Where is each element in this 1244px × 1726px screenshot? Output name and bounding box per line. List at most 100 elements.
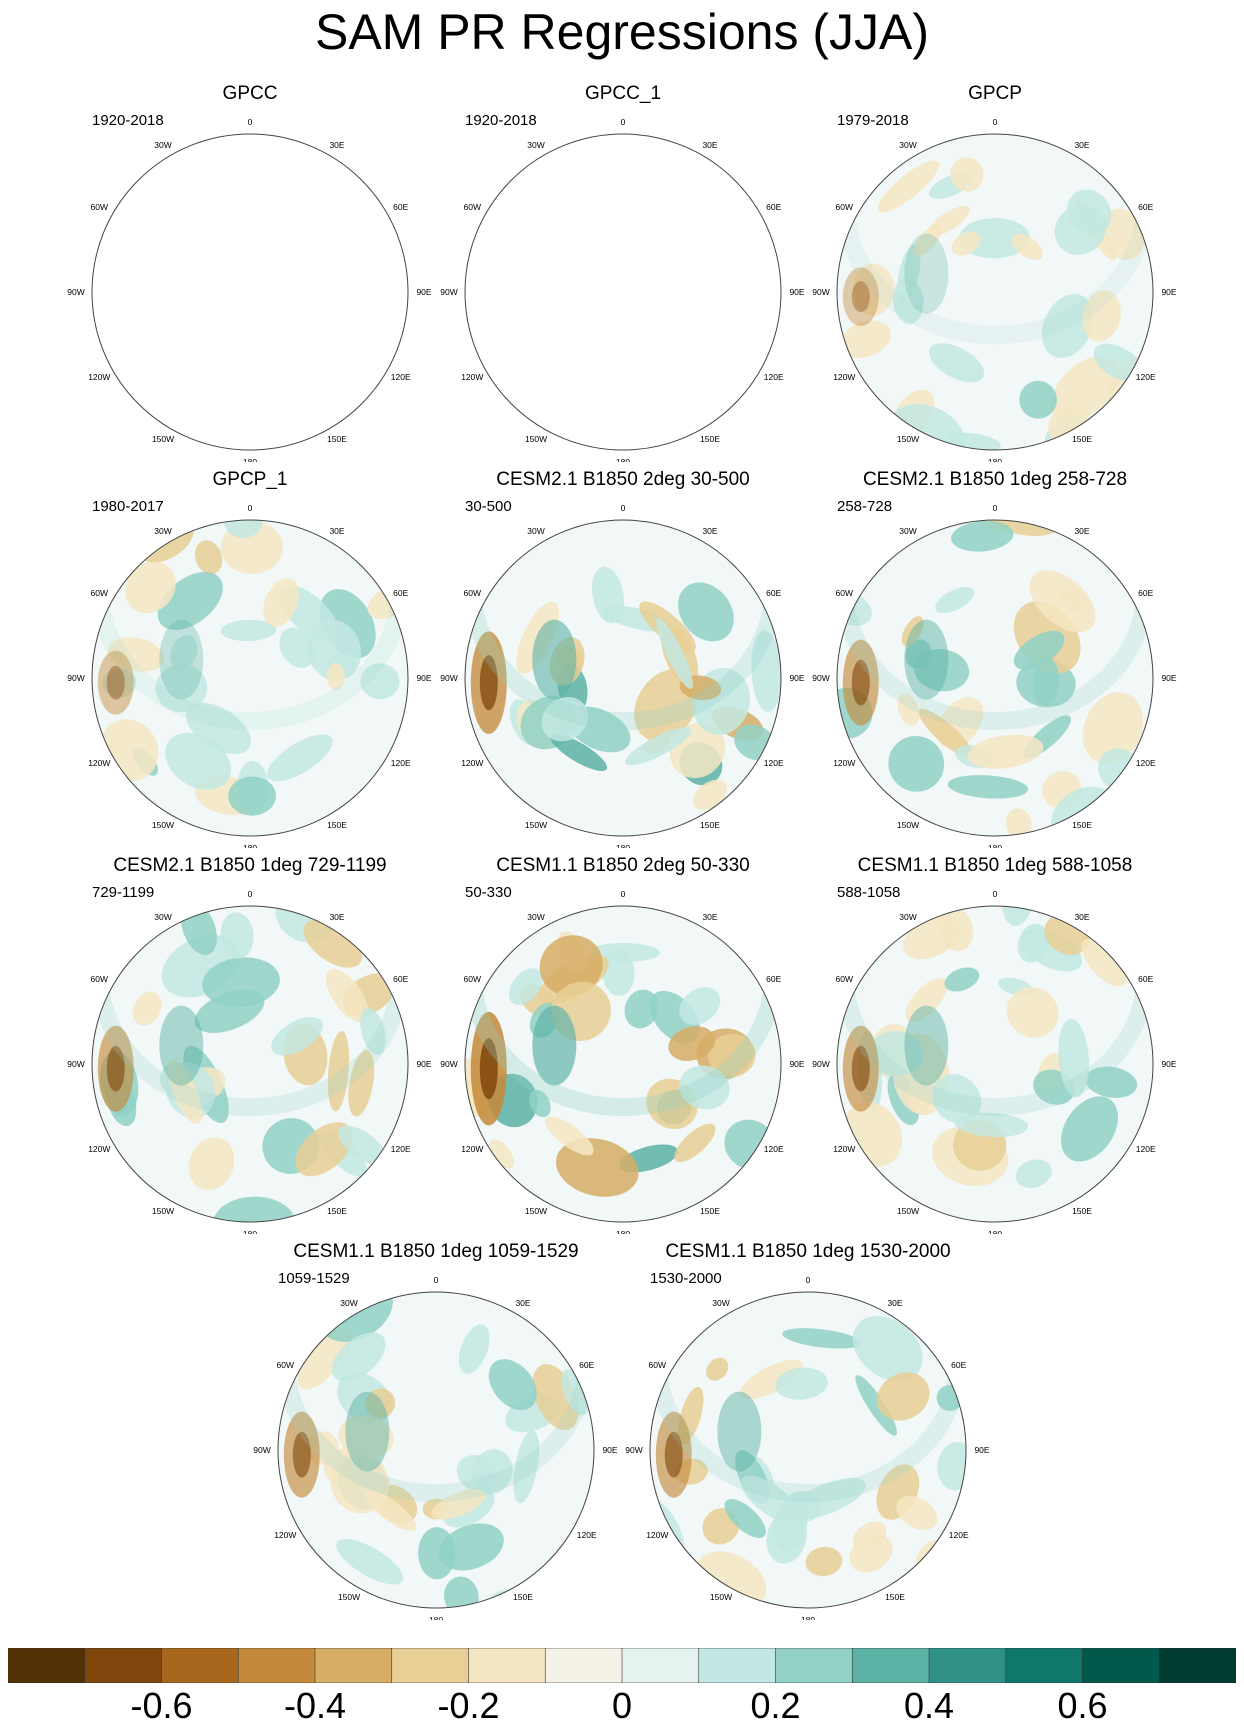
longitude-label: 60W [91,202,108,212]
longitude-label: 150W [710,1592,732,1602]
longitude-label: 30E [515,1298,530,1308]
longitude-label: 60W [464,202,481,212]
longitude-label: 60W [836,974,853,984]
longitude-label: 120E [391,1144,411,1154]
longitude-label: 150E [700,1206,720,1216]
colorbar-swatch [314,1648,393,1683]
panel-period: 588-1058 [837,884,901,901]
longitude-label: 90E [1161,287,1176,297]
map-border [464,133,782,451]
panel-period: 1920-2018 [92,112,164,129]
longitude-label: 0 [993,117,998,127]
longitude-label: 90E [789,673,804,683]
longitude-label: 30W [154,526,171,536]
colorbar-tick-label: 0 [611,1685,633,1726]
longitude-label: 30W [712,1298,729,1308]
longitude-label: 150W [897,820,919,830]
panel-period: 1980-2017 [92,498,164,515]
longitude-label: 30E [702,140,717,150]
map-background [92,134,408,450]
map-panel-cesm11-2deg-50-330: 0 30E 60E 90E 120E 150E 180 150W 120W 90W 60W 30W CE… [433,854,813,1234]
panel-period: 258-728 [837,498,893,515]
map-border [649,1291,967,1609]
map-panel-gpcc-1: 0 30E 60E 90E 120E 150E 180 150W 120W 90W 60W 30W GP… [433,82,813,462]
longitude-label: 60E [579,1360,594,1370]
longitude-label: 0 [621,503,626,513]
longitude-label: 90E [416,287,431,297]
map-panel-gpcp: 0 30E 60E 90E 120E 150E 180 150W 120W 90W 60W 30W GP… [805,82,1185,462]
longitude-label: 120W [88,758,110,768]
colorbar-tick-label: 0.6 [1057,1685,1108,1726]
longitude-label: 90E [1161,673,1176,683]
longitude-label: 30E [329,140,344,150]
polar-map-gpcp: 0 30E 60E 90E 120E 150E 180 150W 120W 90W 60W 30W [812,117,1177,462]
longitude-label: 150E [700,820,720,830]
longitude-label: 90E [789,1059,804,1069]
longitude-label: 60E [766,202,781,212]
figure-title: SAM PR Regressions (JJA) [314,4,930,60]
panel-title: CESM1.1 B1850 1deg 1059-1529 [293,1241,579,1262]
panel-title: CESM2.1 B1850 1deg 729-1199 [113,855,387,876]
map-background [465,134,781,450]
longitude-label: 90E [974,1445,989,1455]
colorbar-tick-label: -0.2 [437,1685,500,1726]
longitude-label: 60W [649,1360,666,1370]
colorbar-swatch [468,1648,547,1683]
longitude-label: 60W [836,588,853,598]
colorbar-swatch [851,1648,930,1683]
colorbar-swatch [161,1648,240,1683]
longitude-label: 30W [527,140,544,150]
map-panel-gpcc: 0 30E 60E 90E 120E 150E 180 150W 120W 90W 60W 30W GP… [60,82,440,462]
longitude-label: 90W [812,673,829,683]
colorbar-tick-label: 0.2 [750,1685,801,1726]
longitude-label: 30W [340,1298,357,1308]
longitude-label: 120W [274,1530,296,1540]
longitude-label: 120W [646,1530,668,1540]
longitude-label: 90W [440,287,457,297]
map-border [836,133,1154,451]
longitude-label: 0 [248,889,253,899]
map-border [91,133,409,451]
longitude-label: 180 [616,457,630,462]
longitude-label: 90E [416,1059,431,1069]
longitude-label: 60W [277,1360,294,1370]
longitude-label: 0 [993,889,998,899]
polar-map-gpcp-1: 0 30E 60E 90E 120E 150E 180 150W 120W 90W 60W 30W [67,503,432,848]
longitude-label: 90W [67,1059,84,1069]
longitude-label: 30W [899,526,916,536]
panel-period: 729-1199 [92,884,155,901]
longitude-label: 30E [702,912,717,922]
longitude-label: 120W [88,372,110,382]
colorbar-swatch [544,1648,623,1683]
longitude-label: 150W [525,434,547,444]
polar-map-gpcc: 0 30E 60E 90E 120E 150E 180 150W 120W 90W 60W 30W [67,117,432,462]
longitude-label: 120E [764,758,784,768]
longitude-label: 90W [253,1445,270,1455]
panel-title: CESM2.1 B1850 1deg 258-728 [862,469,1128,490]
longitude-label: 120E [1136,372,1156,382]
longitude-label: 180 [616,1229,630,1234]
longitude-label: 120E [764,1144,784,1154]
longitude-label: 150W [525,1206,547,1216]
longitude-label: 180 [988,1229,1002,1234]
map-panel-cesm11-1deg-1530-2000: 0 30E 60E 90E 120E 150E 180 150W 120W 90W 60W 30W CE… [618,1240,998,1620]
map-border [836,519,1154,837]
map-panel-cesm11-1deg-1059-1529: 0 30E 60E 90E 120E 150E 180 150W 120W 90W 60W 30W CE… [246,1240,626,1620]
longitude-label: 90W [440,1059,457,1069]
panel-period: 50-330 [465,884,512,901]
colorbar-swatch [84,1648,163,1683]
longitude-label: 0 [806,1275,811,1285]
longitude-label: 180 [988,843,1002,848]
longitude-label: 0 [621,889,626,899]
longitude-label: 60E [393,974,408,984]
longitude-label: 90E [1161,1059,1176,1069]
longitude-label: 90E [789,287,804,297]
panel-period: 1530-2000 [650,1270,722,1287]
map-panel-cesm11-1deg-588-1058: 0 30E 60E 90E 120E 150E 180 150W 120W 90W 60W 30W CE… [805,854,1185,1234]
longitude-label: 120E [1136,1144,1156,1154]
longitude-label: 30W [899,140,916,150]
colorbar-tick-label: -0.4 [283,1685,347,1726]
longitude-label: 0 [248,117,253,127]
longitude-label: 150E [513,1592,533,1602]
longitude-label: 180 [243,1229,257,1234]
